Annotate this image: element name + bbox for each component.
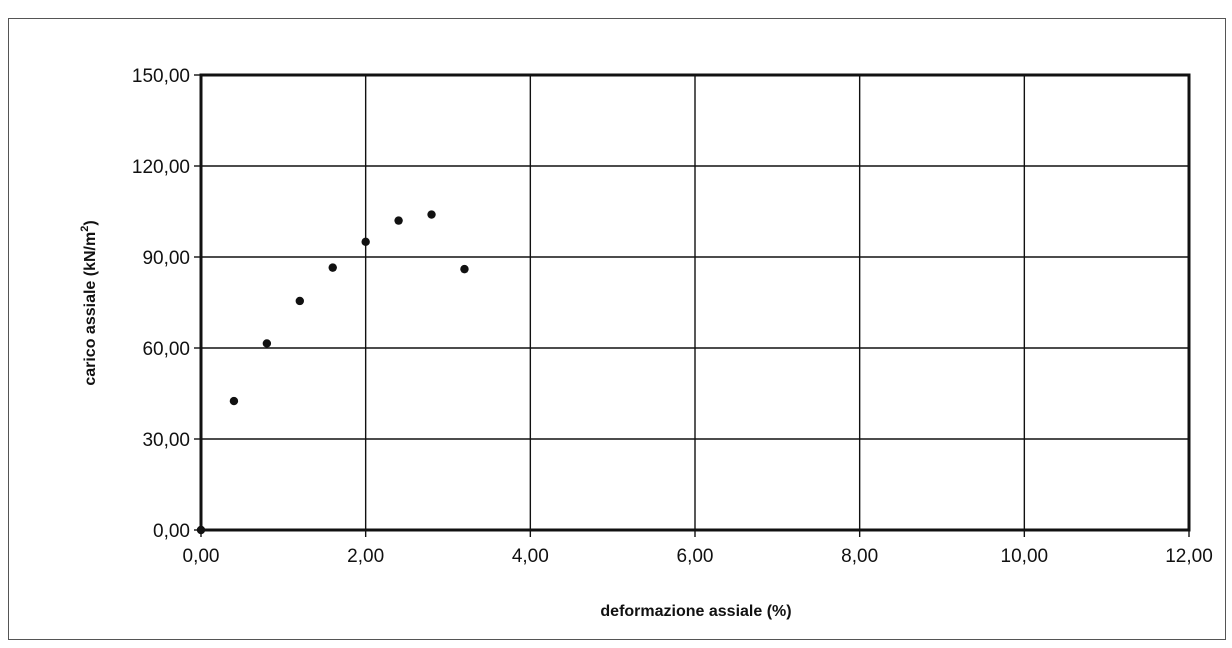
data-point (196, 525, 206, 535)
data-point (295, 296, 304, 306)
data-point (394, 216, 403, 225)
y-tick-label: 60,00 (142, 339, 190, 360)
x-tick-label: 10,00 (1001, 546, 1049, 567)
data-point (427, 210, 436, 219)
y-tick-label: 150,00 (132, 66, 190, 87)
x-tick-label: 2,00 (347, 546, 384, 567)
x-tick-label: 8,00 (841, 546, 878, 567)
x-tick-label: 4,00 (512, 546, 549, 567)
data-point-layer (196, 210, 469, 535)
grid-layer (199, 73, 1191, 532)
data-point (361, 237, 370, 247)
chart-frame (8, 18, 1226, 640)
y-axis-title-sup: 2 (79, 226, 91, 232)
y-tick-label: 120,00 (132, 157, 190, 178)
x-tick-label: 12,00 (1165, 546, 1213, 567)
y-axis-title-main: carico assiale (kN/m (82, 232, 99, 386)
y-tick-label: 30,00 (142, 430, 190, 451)
x-axis-title: deformazione assiale (%) (600, 603, 791, 620)
y-axis-title: carico assiale (kN/m2) (79, 220, 99, 385)
y-tick-label: 0,00 (153, 521, 190, 542)
data-point (460, 264, 469, 274)
data-point (262, 339, 272, 348)
y-tick-label: 90,00 (142, 248, 190, 269)
x-tick-label: 0,00 (183, 546, 220, 567)
x-tick-label: 6,00 (677, 546, 714, 567)
y-axis-title-end: ) (82, 220, 99, 225)
tick-label-layer: 0,00 2,00 4,00 6,00 8,00 10,00 12,00 0,00 30,00 6… (132, 66, 1213, 567)
data-point (229, 396, 239, 406)
data-point (328, 263, 337, 272)
